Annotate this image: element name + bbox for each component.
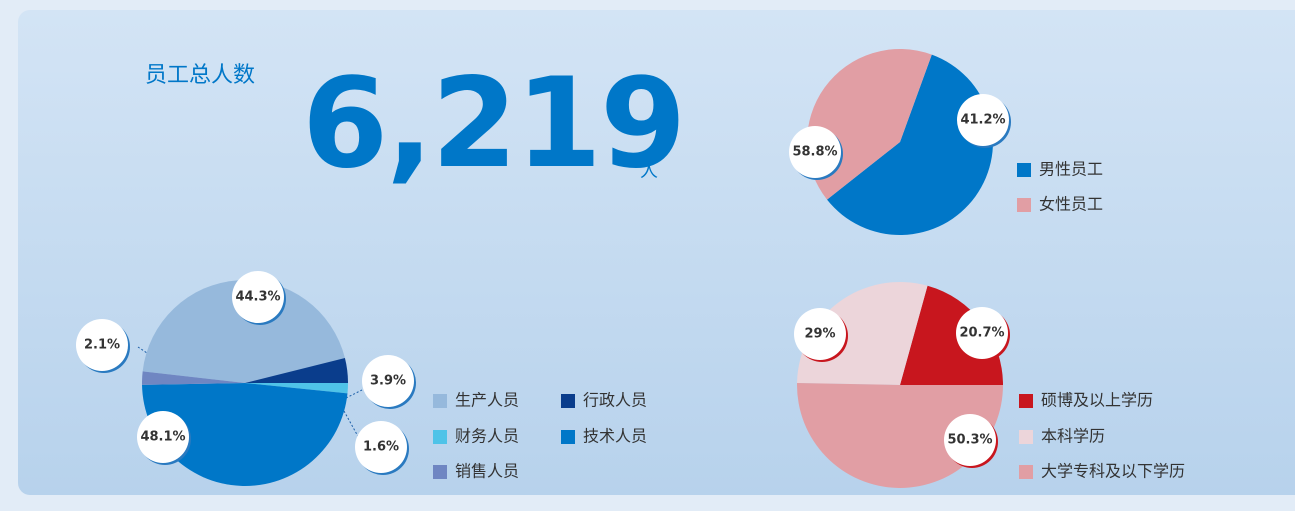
legend-label: 大学专科及以下学历 bbox=[1041, 462, 1185, 481]
pie-slice bbox=[141, 371, 245, 385]
legend-label: 行政人员 bbox=[583, 391, 647, 410]
label-bubble bbox=[956, 307, 1008, 359]
headline-unit: 人 bbox=[640, 161, 658, 182]
legend-swatch bbox=[433, 465, 447, 479]
legend-swatch bbox=[433, 394, 447, 408]
pie-slice bbox=[142, 279, 345, 383]
label-bubble bbox=[232, 271, 284, 323]
legend-swatch bbox=[1017, 163, 1031, 177]
legend-swatch bbox=[1019, 430, 1033, 444]
data-label: 2.1% bbox=[84, 338, 120, 353]
pie-slice bbox=[245, 383, 348, 394]
data-label: 48.1% bbox=[140, 430, 185, 445]
headline-title: 员工总人数 bbox=[145, 63, 255, 88]
data-label: 1.6% bbox=[363, 440, 399, 455]
legend-label: 硕博及以上学历 bbox=[1041, 391, 1153, 410]
legend-label: 男性员工 bbox=[1039, 160, 1103, 179]
leader-line bbox=[345, 389, 363, 399]
legend-swatch bbox=[1019, 394, 1033, 408]
legend-swatch bbox=[433, 430, 447, 444]
legend-swatch bbox=[1017, 198, 1031, 212]
data-label: 41.2% bbox=[960, 113, 1005, 128]
label-bubble bbox=[957, 94, 1009, 146]
label-bubble bbox=[137, 411, 189, 463]
legend-swatch bbox=[561, 394, 575, 408]
data-label: 20.7% bbox=[959, 326, 1004, 341]
label-bubble bbox=[789, 126, 841, 178]
label-bubble bbox=[794, 308, 846, 360]
data-label: 50.3% bbox=[947, 433, 992, 448]
data-label: 44.3% bbox=[235, 290, 280, 305]
pie-slice bbox=[245, 358, 348, 384]
headline-value: 6,219 bbox=[302, 52, 684, 196]
legend-label: 销售人员 bbox=[455, 462, 519, 481]
legend-label: 本科学历 bbox=[1041, 427, 1105, 446]
pie-slice bbox=[900, 285, 1003, 385]
label-bubble bbox=[362, 355, 414, 407]
legend-label: 女性员工 bbox=[1039, 195, 1103, 214]
legend-label: 财务人员 bbox=[455, 427, 519, 446]
pie-slice bbox=[142, 383, 348, 487]
leader-line bbox=[343, 410, 361, 441]
legend-swatch bbox=[561, 430, 575, 444]
label-bubble bbox=[76, 319, 128, 371]
legend-swatch bbox=[1019, 465, 1033, 479]
data-label: 29% bbox=[804, 327, 835, 342]
pie-slice bbox=[797, 383, 1003, 488]
legend-label: 生产人员 bbox=[455, 391, 519, 410]
pie-slice bbox=[827, 54, 994, 236]
data-label: 3.9% bbox=[370, 374, 406, 389]
legend-label: 技术人员 bbox=[583, 427, 647, 446]
label-bubble bbox=[355, 421, 407, 473]
label-bubble bbox=[944, 414, 996, 466]
data-label: 58.8% bbox=[792, 145, 837, 160]
